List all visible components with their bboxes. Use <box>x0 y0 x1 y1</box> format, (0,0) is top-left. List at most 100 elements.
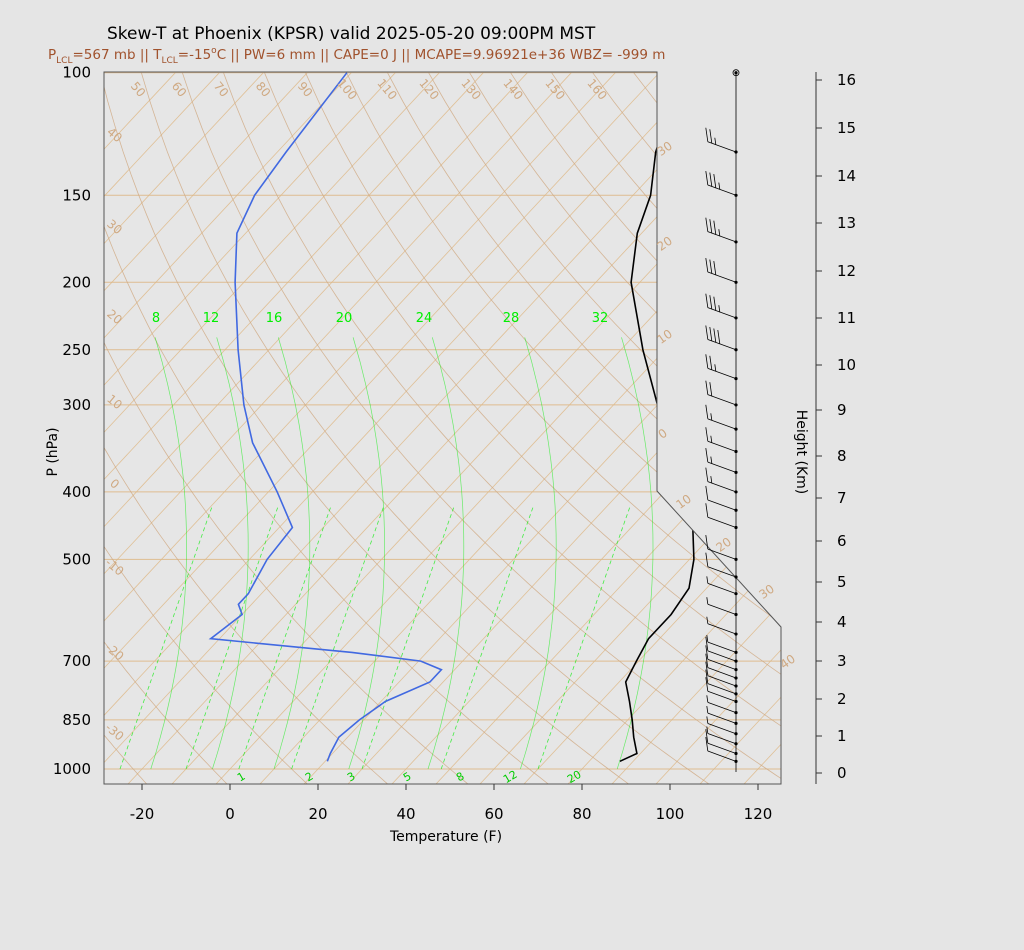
adiabat-label-right: 30 <box>654 139 675 159</box>
isotherm-line <box>104 72 440 784</box>
wind-barb-point <box>734 732 738 736</box>
wind-barb-shaft <box>707 658 737 671</box>
wind-barb-shaft <box>707 723 737 735</box>
wind-barb-shaft <box>707 418 737 430</box>
mixing-ratio-top-label: 8 <box>152 311 160 326</box>
wind-barb-half-flag <box>706 726 709 734</box>
wind-barb-flag <box>705 217 709 232</box>
dewpoint-line <box>208 72 443 762</box>
isotherm-line <box>876 73 1024 784</box>
isotherm-line <box>259 72 781 784</box>
wind-barb-flag <box>713 173 717 189</box>
height-tick-label: 16 <box>837 71 856 89</box>
wind-barb-half-flag <box>706 635 709 643</box>
wind-barb-shaft <box>707 750 737 762</box>
x-tick-label: -20 <box>130 805 155 823</box>
wind-barb-shaft <box>707 548 737 560</box>
dry-adiabat-line <box>182 72 781 784</box>
wind-barb-flag <box>705 677 709 692</box>
isotherm-line <box>104 72 528 784</box>
x-tick-label: 80 <box>572 805 591 823</box>
p-tick-label: 150 <box>62 186 91 204</box>
wind-barb-flag <box>705 354 709 369</box>
adiabat-label-right: 20 <box>713 535 734 555</box>
mixing-ratio-top-label: 32 <box>592 311 609 326</box>
isotherm-line <box>104 72 748 784</box>
mixing-ratio-line <box>212 337 249 770</box>
dry-adiabat-line <box>141 72 709 784</box>
mixing-ratio-line <box>616 337 654 770</box>
subtitle-p-sub: LCL <box>56 56 72 66</box>
wind-barb-flag <box>713 260 717 276</box>
wind-barb-point <box>734 692 738 696</box>
wind-barb-half-flag <box>714 137 717 145</box>
mixing-ratio-top-label: 16 <box>266 311 283 326</box>
isotherm-line <box>1008 73 1024 784</box>
isotherm-line <box>788 73 1024 784</box>
wind-barb-shaft <box>707 701 737 714</box>
wind-barb-flag <box>709 129 713 144</box>
wind-barb-shaft <box>707 271 737 283</box>
height-tick-label: 2 <box>837 690 847 708</box>
wind-barb-half-flag <box>706 706 709 714</box>
isotherm-line <box>104 72 352 784</box>
wind-barb-shaft <box>707 141 737 153</box>
wind-barb-flag <box>705 729 709 744</box>
wind-barb-flag <box>709 382 713 397</box>
adiabat-label-right: 30 <box>756 582 777 602</box>
wind-barb-shaft <box>707 481 737 493</box>
mixing-ratio-top-label: 28 <box>503 311 520 326</box>
wind-barb-point <box>734 632 738 636</box>
mixing-ratio-dashed-line <box>291 506 384 770</box>
p-tick-label: 1000 <box>53 760 91 778</box>
wind-barb-flag <box>705 325 709 340</box>
p-tick-label: 300 <box>62 396 91 414</box>
mixing-ratio-bottom-label: 12 <box>501 768 520 786</box>
subtitle-deg: o <box>211 46 217 56</box>
mixing-ratio-top-label: 24 <box>416 311 433 326</box>
x-axis-label: Temperature (F) <box>389 829 502 845</box>
dry-adiabat-line <box>104 72 549 784</box>
height-tick-label: 12 <box>837 262 856 280</box>
wind-barb-shaft <box>707 516 737 528</box>
height-tick-label: 3 <box>837 652 847 670</box>
wind-barb-flag <box>709 326 713 342</box>
wind-barb-half-flag <box>710 435 713 443</box>
isotherm-line <box>920 73 1024 784</box>
series-layer <box>208 72 695 763</box>
wind-barb-shaft <box>707 733 737 745</box>
x-tick-label: 40 <box>396 805 415 823</box>
subtitle-rest: C || PW=6 mm || CAPE=0 J || MCAPE=9.9692… <box>217 47 666 63</box>
wind-barb-shaft <box>707 231 737 243</box>
adiabat-label-right: 20 <box>654 234 675 254</box>
isotherm-line <box>104 72 308 784</box>
dry-adiabat-line <box>104 72 388 784</box>
wind-barb-point <box>734 721 738 725</box>
x-tick-label: 120 <box>744 805 773 823</box>
wind-barb-shaft <box>707 650 737 662</box>
wind-barb-shaft <box>707 712 737 724</box>
wind-barb-point <box>734 71 738 75</box>
height-axis-label: Height (Km) <box>793 410 809 494</box>
wind-barb-flag <box>705 661 709 676</box>
wind-barb-flag <box>705 645 709 660</box>
wind-barb-half-flag <box>706 597 709 605</box>
mixing-ratio-dashed-line <box>537 506 631 770</box>
height-tick-label: 10 <box>837 356 856 374</box>
wind-barb-flag <box>705 653 709 668</box>
dry-adiabat-line <box>387 72 781 784</box>
height-tick-label: 8 <box>837 447 847 465</box>
x-tick-label: 20 <box>308 805 327 823</box>
wind-barb-half-flag <box>718 305 721 313</box>
wind-barb-half-flag <box>706 695 709 703</box>
wind-barb-flag <box>705 293 709 308</box>
wind-barb-flag <box>705 636 709 651</box>
isotherm-line <box>104 72 484 784</box>
x-tick-label: 100 <box>656 805 685 823</box>
wind-barb-shaft <box>707 690 737 702</box>
p-tick-label: 850 <box>62 711 91 729</box>
wind-barb-flag <box>705 170 709 186</box>
wind-barb-flag <box>705 503 709 518</box>
height-tick-label: 13 <box>837 214 856 232</box>
mixing-ratio-dashed-line <box>361 506 455 770</box>
